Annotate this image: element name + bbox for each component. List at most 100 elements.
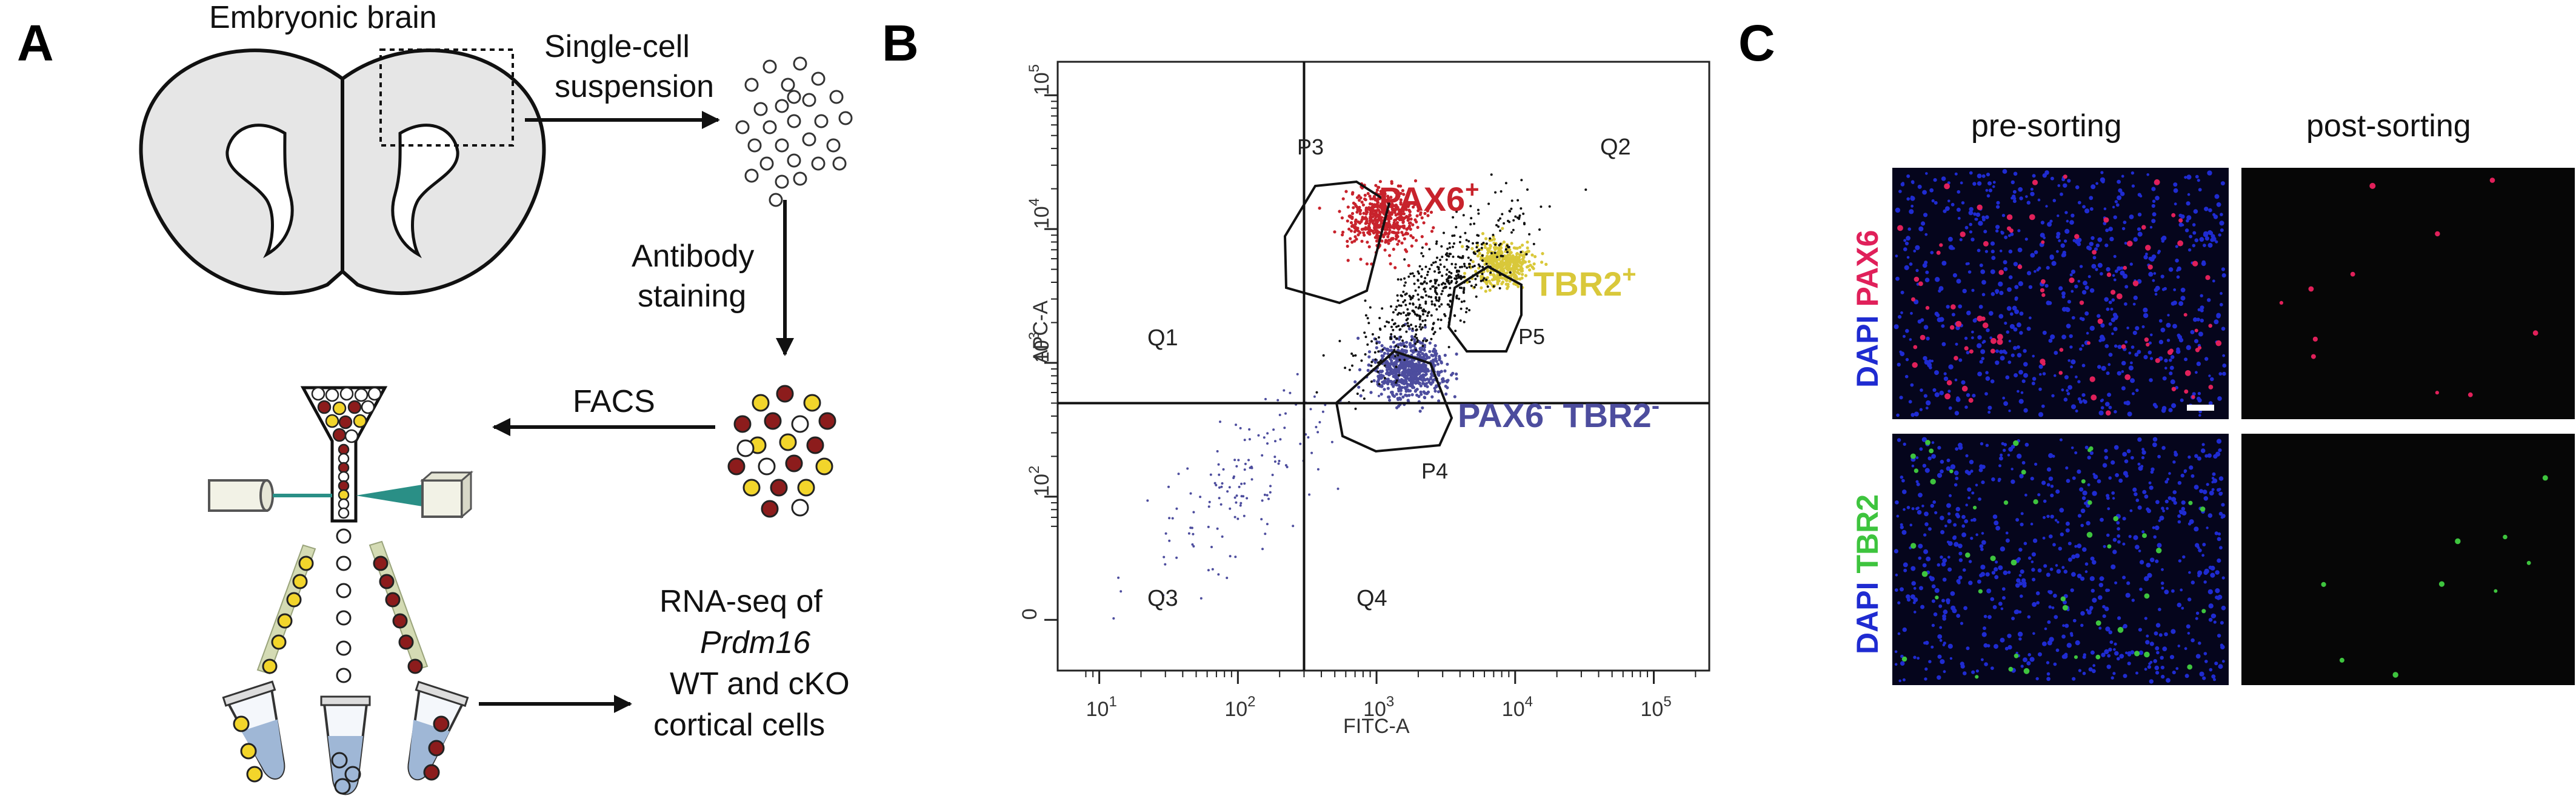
column-label-pre: pre-sorting (1971, 108, 2122, 144)
dapi-nucleus (1934, 201, 1938, 205)
dapi-nucleus (1943, 376, 1949, 381)
event-point (1416, 225, 1420, 229)
funnel-cell (361, 400, 375, 414)
marker-positive-cell (2121, 344, 2126, 349)
event-point (1395, 345, 1398, 347)
dapi-nucleus (2210, 572, 2215, 578)
event-point (1411, 327, 1414, 330)
marker-positive-cell (1930, 479, 1936, 485)
dapi-nucleus (2203, 496, 2209, 501)
event-point (1272, 428, 1275, 431)
event-point (1360, 239, 1364, 243)
event-point (1440, 319, 1443, 322)
dapi-nucleus (2122, 625, 2126, 629)
event-point (1429, 382, 1433, 386)
event-point (1432, 359, 1436, 362)
dapi-nucleus (2042, 642, 2047, 646)
dapi-nucleus (2197, 308, 2201, 311)
marker-positive-cell (2532, 330, 2538, 336)
dapi-nucleus (2126, 449, 2131, 454)
event-point (1369, 197, 1373, 201)
dapi-nucleus (2015, 518, 2020, 522)
event-point (1457, 255, 1460, 258)
marker-positive-cell (2007, 226, 2012, 231)
dapi-nucleus (2014, 373, 2018, 377)
dapi-nucleus (2172, 323, 2177, 329)
dapi-nucleus (2126, 327, 2129, 330)
event-point (1409, 234, 1413, 237)
event-point (1261, 499, 1264, 502)
event-point (1389, 203, 1393, 207)
yellow-sorted-cell (262, 658, 278, 674)
event-point (1421, 246, 1424, 249)
dapi-nucleus (2161, 239, 2165, 243)
event-point (1375, 209, 1378, 213)
dapi-nucleus (2169, 358, 2172, 362)
event-point (1168, 517, 1171, 520)
event-point (1351, 191, 1355, 194)
dapi-nucleus (1895, 276, 1900, 281)
event-point (1369, 391, 1373, 394)
marker-positive-cell (1925, 440, 1930, 445)
dapi-nucleus (1995, 526, 2001, 531)
event-point (1493, 245, 1497, 248)
event-point (1509, 271, 1512, 274)
event-point (1412, 205, 1415, 209)
dapi-nucleus (2114, 581, 2118, 585)
event-point (1405, 195, 1409, 199)
dapi-nucleus (2169, 371, 2173, 376)
dapi-nucleus (1923, 325, 1929, 330)
dapi-nucleus (2012, 199, 2017, 204)
dapi-nucleus (2217, 634, 2221, 638)
event-point (1363, 193, 1367, 197)
event-point (1373, 236, 1377, 239)
dapi-nucleus (2131, 345, 2135, 349)
event-point (1318, 421, 1321, 423)
event-point (1374, 219, 1378, 222)
dapi-nucleus (2061, 334, 2067, 340)
event-point (1518, 245, 1522, 249)
suspended-cell (826, 138, 841, 153)
dapi-nucleus (2217, 558, 2221, 563)
marker-positive-cell (2074, 234, 2080, 239)
event-point (1207, 569, 1210, 572)
dapi-nucleus (2019, 474, 2024, 479)
event-point (1362, 231, 1366, 234)
dapi-nucleus (2157, 251, 2160, 254)
event-point (1466, 267, 1469, 270)
dapi-nucleus (2000, 356, 2005, 361)
event-point (1387, 242, 1390, 245)
event-point (1239, 426, 1242, 429)
dapi-nucleus (2089, 288, 2095, 293)
dapi-nucleus (2151, 219, 2156, 224)
event-point (1407, 275, 1410, 278)
dapi-nucleus (2206, 526, 2209, 529)
event-point (1387, 321, 1390, 324)
event-point (1501, 264, 1505, 268)
marker-positive-cell (2154, 179, 2160, 185)
dapi-nucleus (2072, 677, 2076, 681)
dapi-nucleus (2089, 608, 2093, 611)
dapi-nucleus (2055, 564, 2058, 567)
marker-positive-cell (2087, 500, 2092, 505)
event-point (1391, 237, 1395, 241)
event-point (1367, 208, 1372, 211)
dapi-nucleus (2137, 193, 2141, 197)
event-point (1397, 365, 1401, 369)
event-point (1392, 311, 1395, 314)
dapi-nucleus (2047, 301, 2052, 305)
dapi-nucleus (1910, 383, 1914, 387)
event-point (1358, 205, 1361, 209)
suspended-cell (744, 78, 759, 92)
dapi-nucleus (1897, 632, 1901, 635)
dapi-nucleus (1910, 413, 1915, 417)
dapi-nucleus (2132, 330, 2137, 336)
dapi-nucleus (1964, 405, 1968, 409)
dapi-nucleus (2166, 507, 2169, 510)
dapi-nucleus (2084, 562, 2089, 566)
dapi-nucleus (2181, 606, 2184, 610)
event-point (1313, 395, 1316, 398)
marker-positive-cell (2124, 374, 2131, 380)
dapi-nucleus (2145, 640, 2150, 645)
